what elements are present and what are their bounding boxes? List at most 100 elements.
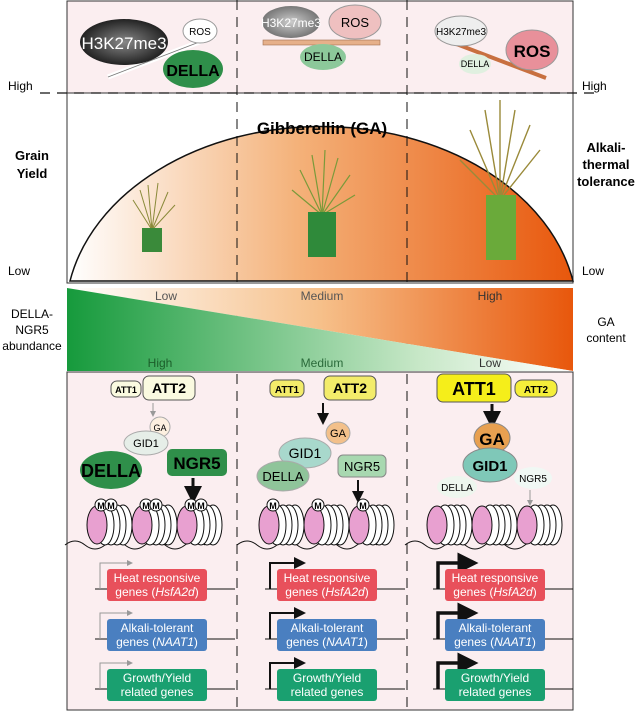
gene-label-line1: Heat responsive bbox=[284, 571, 371, 585]
ga-level-low: Low bbox=[155, 289, 177, 303]
gene-suffix: ) bbox=[195, 585, 199, 599]
transcription-arrow-icon bbox=[99, 660, 133, 689]
methyl-label: M bbox=[314, 501, 322, 511]
nucleosome bbox=[471, 504, 518, 546]
transcription-arrow-icon bbox=[436, 652, 479, 689]
gene-label-line1: Growth/Yield bbox=[461, 671, 529, 685]
della-level-medium: Medium bbox=[301, 356, 344, 370]
ngr5-label: NGR5 bbox=[173, 454, 220, 473]
gene-label-line1: Heat responsive bbox=[114, 571, 201, 585]
gene-prefix: genes ( bbox=[115, 585, 155, 599]
gene-label-line1: Alkali-tolerant bbox=[121, 621, 194, 635]
tolerance-label-2: thermal bbox=[583, 157, 630, 172]
h3k27me3-label: H3K27me3 bbox=[81, 34, 166, 53]
ga-level-high: High bbox=[478, 289, 503, 303]
della-label: DELLA bbox=[461, 59, 490, 69]
transcription-arrow-icon bbox=[269, 657, 306, 689]
pathway-medium-della: ATT1 ATT2 GA GID1 DELLA NGR5 bbox=[256, 375, 387, 503]
methyl-mark bbox=[104, 498, 118, 512]
methyl-mark bbox=[194, 498, 208, 512]
rice-plant-large bbox=[459, 100, 541, 260]
dna-strand bbox=[64, 540, 206, 550]
methyl-mark bbox=[149, 498, 163, 512]
gene-label-line1: Growth/Yield bbox=[123, 671, 191, 685]
gene-label-line1: Growth/Yield bbox=[293, 671, 361, 685]
tolerance-label-1: Alkali- bbox=[586, 140, 625, 155]
della-level-high: High bbox=[148, 356, 173, 370]
gene-label-line1: Alkali-tolerant bbox=[291, 621, 364, 635]
gene-prefix: genes ( bbox=[454, 635, 494, 649]
gene-label-line2: genes (NAAT1) bbox=[286, 635, 368, 649]
methyl-label: M bbox=[197, 501, 205, 511]
ga-label: GA bbox=[153, 423, 166, 433]
gene-label-line2: related genes bbox=[291, 685, 364, 699]
gene-prefix: genes ( bbox=[285, 585, 325, 599]
right-high-label: High bbox=[582, 79, 607, 93]
h3k27me3-label: H3K27me3 bbox=[436, 27, 486, 38]
gid1-label: GID1 bbox=[133, 438, 159, 450]
gene-name: NAAT1 bbox=[494, 635, 532, 649]
right-low-label: Low bbox=[582, 264, 604, 278]
att2-label: ATT2 bbox=[333, 380, 367, 396]
att2-label: ATT2 bbox=[152, 380, 186, 396]
ga-content-label-2: content bbox=[586, 331, 626, 345]
della-label: DELLA bbox=[81, 461, 141, 481]
pathway-high-della: ATT1 ATT2 GA GID1 DELLA NGR5 bbox=[80, 375, 227, 504]
pathway-low-della: ATT1 ATT2 GA GID1 DELLA NGR5 bbox=[436, 373, 558, 506]
gene-prefix: genes ( bbox=[453, 585, 493, 599]
left-high-label: High bbox=[8, 79, 33, 93]
gene-suffix: ) bbox=[365, 585, 369, 599]
gene-name: HsfA2d bbox=[493, 585, 533, 599]
nucleosome: M bbox=[258, 498, 305, 546]
methyl-mark bbox=[266, 498, 280, 512]
att1-label: ATT1 bbox=[452, 379, 496, 399]
nucleosome: M bbox=[348, 498, 395, 546]
gene-label-line2: genes (HsfA2d) bbox=[285, 585, 368, 599]
left-low-label: Low bbox=[8, 264, 30, 278]
balance-high: H3K27me3 ROS DELLA bbox=[434, 15, 559, 80]
ros-label: ROS bbox=[514, 42, 551, 61]
gene-name: NAAT1 bbox=[156, 635, 194, 649]
gid1-label: GID1 bbox=[472, 458, 507, 475]
methyl-label: M bbox=[269, 501, 277, 511]
gene-prefix: genes ( bbox=[116, 635, 156, 649]
methyl-mark bbox=[311, 498, 325, 512]
gid1-label: GID1 bbox=[289, 445, 322, 461]
transcription-arrow-icon bbox=[269, 607, 306, 639]
della-label: DELLA bbox=[262, 469, 304, 484]
gene-suffix: ) bbox=[364, 635, 368, 649]
balance-medium: H3K27me3 ROS DELLA bbox=[261, 4, 382, 70]
ga-label: GA bbox=[479, 430, 505, 449]
transcription-arrow-icon bbox=[269, 557, 306, 589]
ngr5-label: NGR5 bbox=[519, 474, 547, 485]
balance-low: H3K27me3 ROS DELLA bbox=[80, 18, 223, 88]
ngr5-label: NGR5 bbox=[344, 459, 380, 474]
gene-name: HsfA2d bbox=[325, 585, 365, 599]
rice-plant-medium bbox=[291, 149, 356, 257]
grain-yield-label-1: Grain bbox=[15, 148, 49, 163]
gene-suffix: ) bbox=[194, 635, 198, 649]
della-abundance-label-1: DELLA- bbox=[11, 307, 53, 321]
gene-suffix: ) bbox=[533, 585, 537, 599]
della-level-low: Low bbox=[479, 356, 501, 370]
grain-yield-label-2: Yield bbox=[17, 166, 48, 181]
gene-label-line1: Alkali-tolerant bbox=[459, 621, 532, 635]
transcription-arrow-icon bbox=[436, 602, 479, 639]
della-abundance-wedge bbox=[67, 288, 573, 371]
gene-label-line2: related genes bbox=[121, 685, 194, 699]
gibberellin-arch bbox=[69, 125, 574, 282]
rice-plant-small bbox=[132, 182, 176, 252]
methyl-mark bbox=[356, 498, 370, 512]
della-abundance-label-3: abundance bbox=[2, 339, 62, 353]
methyl-label: M bbox=[97, 501, 105, 511]
att1-label: ATT1 bbox=[115, 385, 137, 395]
